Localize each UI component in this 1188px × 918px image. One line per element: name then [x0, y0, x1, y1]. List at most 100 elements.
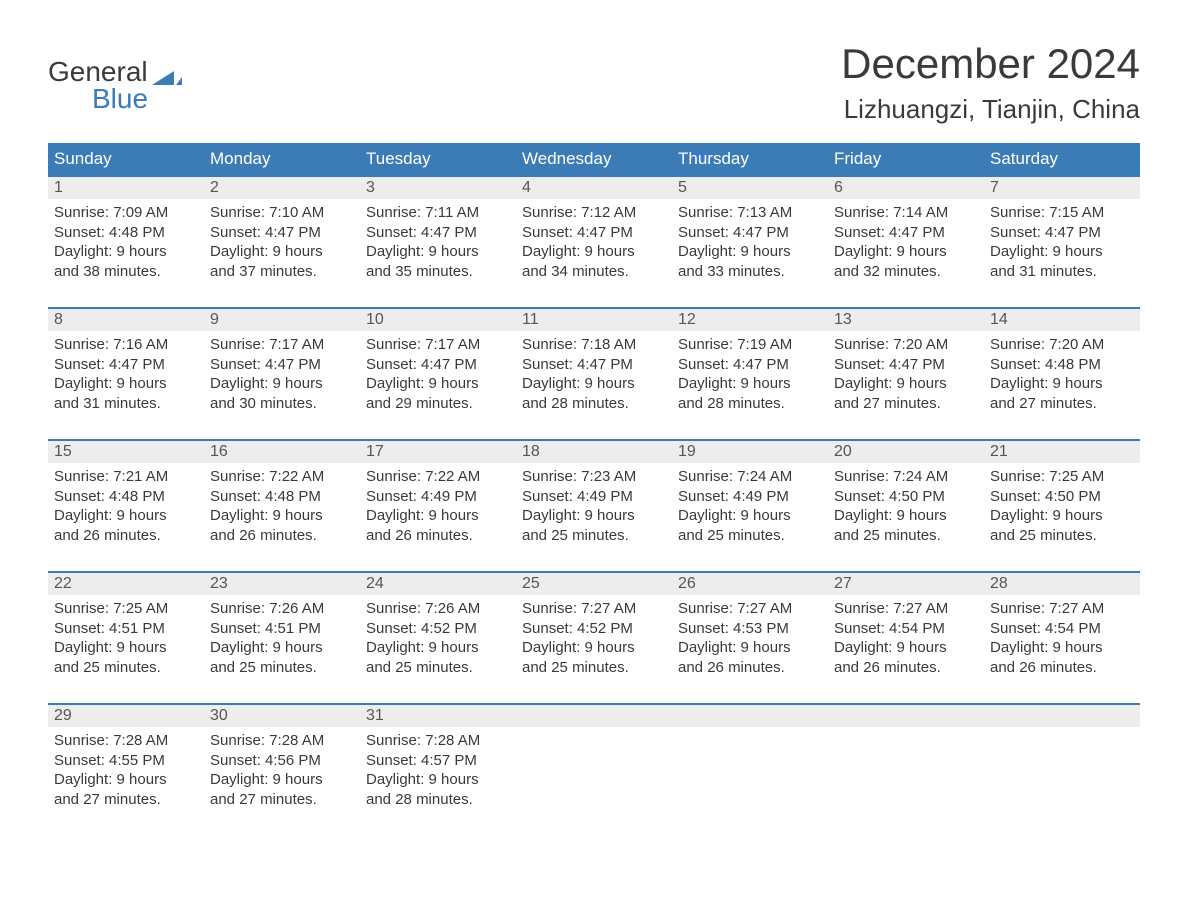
sunrise-label: Sunrise:: [54, 336, 109, 353]
daylight-minutes: 25: [551, 659, 568, 676]
sunrise-label: Sunrise:: [366, 204, 421, 221]
and-word: and: [210, 395, 235, 412]
daylight-label: Daylight:: [366, 507, 424, 524]
calendar-cell: 22Sunrise: 7:25 AMSunset: 4:51 PMDayligh…: [48, 571, 204, 703]
sunset-line: Sunset: 4:53 PM: [678, 619, 822, 639]
minutes-word: minutes.: [260, 527, 317, 544]
daylight-line2: and 32 minutes.: [834, 262, 978, 282]
day-number: 25: [516, 571, 672, 595]
calendar-cell: 17Sunrise: 7:22 AMSunset: 4:49 PMDayligh…: [360, 439, 516, 571]
daylight-minutes: 27: [83, 791, 100, 808]
daylight-minutes: 26: [707, 659, 724, 676]
and-word: and: [366, 527, 391, 544]
sunrise-line: Sunrise: 7:20 AM: [990, 335, 1134, 355]
daylight-line1: Daylight: 9 hours: [210, 506, 354, 526]
hours-word: hours: [129, 507, 167, 524]
sunset-label: Sunset:: [834, 224, 885, 241]
day-content: Sunrise: 7:27 AMSunset: 4:52 PMDaylight:…: [516, 595, 672, 681]
daylight-line1: Daylight: 9 hours: [366, 638, 510, 658]
sunrise-line: Sunrise: 7:21 AM: [54, 467, 198, 487]
empty-day-placeholder: [828, 703, 984, 727]
sunrise-label: Sunrise:: [522, 600, 577, 617]
minutes-word: minutes.: [572, 263, 629, 280]
sunset-value: 4:50 PM: [1045, 488, 1101, 505]
daylight-hours: 9: [741, 639, 749, 656]
daylight-minutes: 25: [551, 527, 568, 544]
sunset-label: Sunset:: [366, 488, 417, 505]
calendar-cell: 19Sunrise: 7:24 AMSunset: 4:49 PMDayligh…: [672, 439, 828, 571]
weekday-header: Wednesday: [516, 143, 672, 175]
and-word: and: [366, 659, 391, 676]
minutes-word: minutes.: [104, 659, 161, 676]
day-content: Sunrise: 7:10 AMSunset: 4:47 PMDaylight:…: [204, 199, 360, 285]
sunrise-line: Sunrise: 7:19 AM: [678, 335, 822, 355]
and-word: and: [678, 659, 703, 676]
sunrise-label: Sunrise:: [522, 468, 577, 485]
daylight-line2: and 27 minutes.: [210, 790, 354, 810]
sunset-label: Sunset:: [678, 488, 729, 505]
sunset-value: 4:49 PM: [733, 488, 789, 505]
sunrise-line: Sunrise: 7:27 AM: [522, 599, 666, 619]
daylight-hours: 9: [429, 375, 437, 392]
daylight-line1: Daylight: 9 hours: [210, 374, 354, 394]
sunrise-line: Sunrise: 7:26 AM: [366, 599, 510, 619]
and-word: and: [54, 263, 79, 280]
and-word: and: [834, 659, 859, 676]
daylight-minutes: 25: [395, 659, 412, 676]
daylight-label: Daylight:: [210, 243, 268, 260]
sunset-line: Sunset: 4:52 PM: [522, 619, 666, 639]
daylight-hours: 9: [273, 771, 281, 788]
sunrise-value: 7:20 AM: [893, 336, 948, 353]
daylight-line1: Daylight: 9 hours: [834, 506, 978, 526]
daylight-line1: Daylight: 9 hours: [990, 242, 1134, 262]
calendar-body: 1Sunrise: 7:09 AMSunset: 4:48 PMDaylight…: [48, 175, 1140, 835]
calendar-cell: 2Sunrise: 7:10 AMSunset: 4:47 PMDaylight…: [204, 175, 360, 307]
daylight-minutes: 26: [863, 659, 880, 676]
daylight-line1: Daylight: 9 hours: [54, 242, 198, 262]
day-content: Sunrise: 7:24 AMSunset: 4:50 PMDaylight:…: [828, 463, 984, 549]
daylight-hours: 9: [1053, 375, 1061, 392]
day-content: Sunrise: 7:26 AMSunset: 4:51 PMDaylight:…: [204, 595, 360, 681]
sunrise-line: Sunrise: 7:26 AM: [210, 599, 354, 619]
daylight-hours: 9: [585, 507, 593, 524]
day-content: Sunrise: 7:18 AMSunset: 4:47 PMDaylight:…: [516, 331, 672, 417]
hours-word: hours: [129, 639, 167, 656]
and-word: and: [366, 395, 391, 412]
sunset-value: 4:56 PM: [265, 752, 321, 769]
sunrise-line: Sunrise: 7:23 AM: [522, 467, 666, 487]
daylight-hours: 9: [1053, 507, 1061, 524]
sunset-label: Sunset:: [210, 752, 261, 769]
sunset-line: Sunset: 4:47 PM: [522, 355, 666, 375]
sunset-label: Sunset:: [678, 224, 729, 241]
day-content: Sunrise: 7:17 AMSunset: 4:47 PMDaylight:…: [360, 331, 516, 417]
sunrise-label: Sunrise:: [678, 204, 733, 221]
weekday-header: Tuesday: [360, 143, 516, 175]
sunrise-line: Sunrise: 7:22 AM: [210, 467, 354, 487]
hours-word: hours: [753, 243, 791, 260]
sunrise-value: 7:27 AM: [581, 600, 636, 617]
calendar-cell: 18Sunrise: 7:23 AMSunset: 4:49 PMDayligh…: [516, 439, 672, 571]
daylight-line2: and 25 minutes.: [366, 658, 510, 678]
day-content: Sunrise: 7:24 AMSunset: 4:49 PMDaylight:…: [672, 463, 828, 549]
sunset-value: 4:47 PM: [109, 356, 165, 373]
sunset-value: 4:48 PM: [109, 224, 165, 241]
daylight-line1: Daylight: 9 hours: [210, 638, 354, 658]
minutes-word: minutes.: [572, 659, 629, 676]
day-content: Sunrise: 7:25 AMSunset: 4:51 PMDaylight:…: [48, 595, 204, 681]
hours-word: hours: [441, 507, 479, 524]
sunset-label: Sunset:: [522, 488, 573, 505]
minutes-word: minutes.: [728, 395, 785, 412]
calendar-cell: 14Sunrise: 7:20 AMSunset: 4:48 PMDayligh…: [984, 307, 1140, 439]
minutes-word: minutes.: [260, 791, 317, 808]
hours-word: hours: [597, 507, 635, 524]
sunset-line: Sunset: 4:51 PM: [54, 619, 198, 639]
and-word: and: [834, 527, 859, 544]
sunrise-value: 7:16 AM: [113, 336, 168, 353]
daylight-line1: Daylight: 9 hours: [366, 506, 510, 526]
calendar-cell: 15Sunrise: 7:21 AMSunset: 4:48 PMDayligh…: [48, 439, 204, 571]
calendar-cell: 27Sunrise: 7:27 AMSunset: 4:54 PMDayligh…: [828, 571, 984, 703]
daylight-label: Daylight:: [54, 243, 112, 260]
sunrise-line: Sunrise: 7:10 AM: [210, 203, 354, 223]
sunset-value: 4:57 PM: [421, 752, 477, 769]
sunset-label: Sunset:: [990, 620, 1041, 637]
